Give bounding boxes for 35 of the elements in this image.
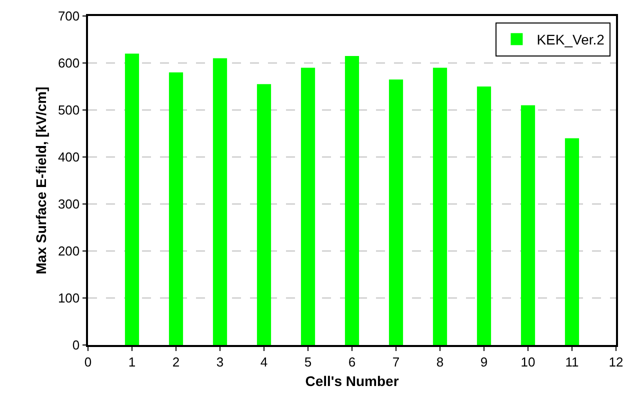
bar: [168, 72, 184, 345]
x-tick-label: 3: [216, 354, 224, 370]
x-tick-label: 4: [260, 354, 268, 370]
legend-label: KEK_Ver.2: [536, 32, 605, 48]
x-tick-label: 1: [128, 354, 136, 370]
y-tick-label: 0: [72, 338, 80, 353]
y-tick-label: 600: [58, 56, 80, 71]
x-tick-label: 2: [172, 354, 180, 370]
x-tick-label: 10: [520, 354, 536, 370]
bar: [520, 105, 536, 345]
bar: [564, 138, 580, 345]
bar: [432, 68, 448, 345]
x-tick-label: 8: [436, 354, 444, 370]
x-tick-label: 11: [565, 354, 579, 370]
y-tick-label: 400: [58, 150, 80, 165]
x-tick-label: 6: [348, 354, 356, 370]
x-tick-label: 5: [304, 354, 312, 370]
y-tick-label: 100: [58, 290, 80, 306]
bar: [344, 56, 360, 345]
bar: [124, 54, 140, 345]
y-axis-title: Max Surface E-field, [kV/cm]: [33, 86, 50, 274]
bar: [388, 79, 404, 345]
bar: [300, 68, 316, 345]
y-tick-label: 300: [58, 196, 80, 212]
bar: [212, 58, 228, 345]
x-tick-label: 12: [608, 354, 624, 370]
x-axis-title: Cell's Number: [305, 373, 400, 390]
x-tick-label: 7: [392, 354, 400, 370]
x-tick-label: 0: [84, 354, 92, 370]
bar: [256, 84, 272, 345]
x-tick-label: 9: [480, 354, 488, 370]
y-tick-label: 700: [58, 8, 80, 24]
y-tick-label: 500: [58, 102, 80, 118]
bar: [476, 86, 492, 345]
y-tick-label: 200: [58, 244, 80, 259]
